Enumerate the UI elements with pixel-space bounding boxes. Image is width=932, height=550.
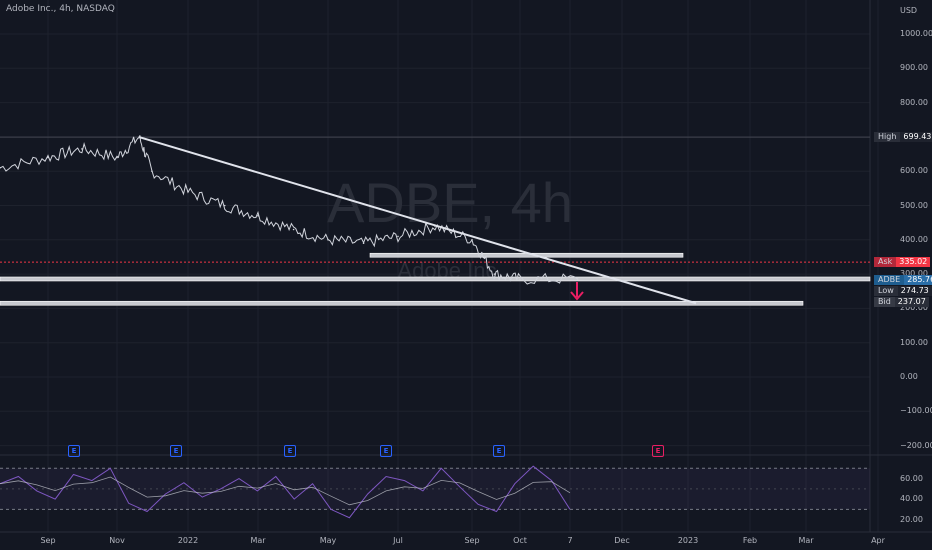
price-tick-6: 400.00 [900, 234, 928, 244]
chart-title: Adobe Inc., 4h, NASDAQ [6, 4, 115, 14]
low-tag-label: Low [874, 286, 898, 296]
time-tick-3: Mar [250, 536, 266, 545]
high-tag-value: 699.43 [900, 132, 932, 142]
bid-tag-value: 237.07 [894, 297, 929, 307]
down-arrow [570, 282, 584, 301]
price-tick-1: 900.00 [900, 63, 928, 73]
price-point-14 [471, 239, 473, 241]
time-tick-2: 2022 [177, 536, 199, 545]
price-tick-8: 200.00 [900, 303, 928, 313]
time-tick-12: Mar [798, 536, 814, 545]
time-tick-9: Dec [614, 536, 630, 545]
price-levels [0, 136, 871, 306]
adbe-tag-label: ADBE [874, 275, 905, 285]
bid-tag: Bid 237.07 [874, 297, 929, 307]
adbe-tag: ADBE 285.76 [874, 275, 932, 285]
price-point-1 [47, 156, 49, 159]
rsi-tick-2: 20.00 [900, 514, 923, 524]
rsi-tick-0: 60.00 [900, 473, 923, 483]
price-tick-4: 600.00 [900, 166, 928, 176]
rsi-line [0, 465, 571, 519]
earnings-marker-0: E [68, 445, 80, 457]
price-point-15 [493, 273, 496, 275]
price-point-11 [362, 242, 365, 245]
resistance-box [369, 252, 684, 258]
time-tick-8: 7 [567, 536, 573, 545]
high-tag-label: High [874, 132, 901, 142]
time-tick-6: Sep [464, 536, 480, 545]
price-tick-12: −200.00 [900, 440, 932, 450]
rsi-panel [0, 465, 870, 519]
price-tick-9: 100.00 [900, 337, 928, 347]
earnings-marker-2: E [284, 445, 296, 457]
price-point-17 [576, 278, 579, 280]
earnings-marker-5: E [652, 445, 664, 457]
price-point-12 [397, 235, 399, 238]
price-tick-0: 1000.00 [900, 29, 932, 38]
ask-tag-value: 335.02 [896, 257, 931, 267]
currency-label: USD [900, 6, 918, 15]
time-tick-5: Jul [393, 536, 403, 545]
price-point-9 [292, 228, 295, 231]
price-point-0 [0, 166, 1, 169]
price-point-10 [327, 239, 329, 241]
grid [0, 0, 932, 533]
earnings-marker-4: E [493, 445, 505, 457]
rsi-tick-1: 40.00 [900, 494, 923, 504]
bid-tag-label: Bid [874, 297, 895, 307]
watermark-symbol: ADBE, 4h [327, 171, 573, 234]
support-line-2 [0, 300, 804, 306]
earnings-marker-3: E [380, 445, 392, 457]
trendline [138, 136, 697, 305]
ask-tag-label: Ask [874, 257, 897, 267]
price-tick-5: 500.00 [900, 200, 928, 210]
price-point-7 [223, 204, 226, 207]
price-tick-11: −100.00 [900, 406, 932, 416]
time-tick-11: Feb [742, 536, 758, 545]
ask-tag: Ask 335.02 [874, 257, 931, 267]
time-tick-10: 2023 [677, 536, 699, 545]
time-tick-1: Nov [109, 536, 125, 545]
price-point-8 [257, 214, 259, 217]
low-tag: Low 274.73 [874, 286, 932, 296]
price-point-5 [151, 170, 153, 172]
price-tick-2: 800.00 [900, 97, 928, 107]
time-tick-0: Sep [40, 536, 56, 545]
time-tick-4: May [319, 536, 337, 545]
time-tick-13: Apr [871, 536, 885, 545]
price-tick-10: 0.00 [900, 372, 918, 381]
price-line [0, 135, 578, 285]
rsi-smoothed-line [0, 476, 571, 506]
high-tag: High 699.43 [874, 132, 932, 142]
price-point-3 [116, 156, 118, 159]
support-line-1 [0, 276, 871, 282]
price-point-6 [187, 190, 189, 193]
price-point-16 [519, 278, 521, 281]
earnings-marker-1: E [170, 445, 182, 457]
trendline-group [138, 136, 697, 305]
low-tag-value: 274.73 [897, 286, 932, 296]
price-tick-7: 300.00 [900, 269, 928, 279]
time-tick-7: Oct [513, 536, 527, 545]
price-point-2 [81, 148, 83, 150]
adbe-tag-value: 285.76 [904, 275, 932, 285]
